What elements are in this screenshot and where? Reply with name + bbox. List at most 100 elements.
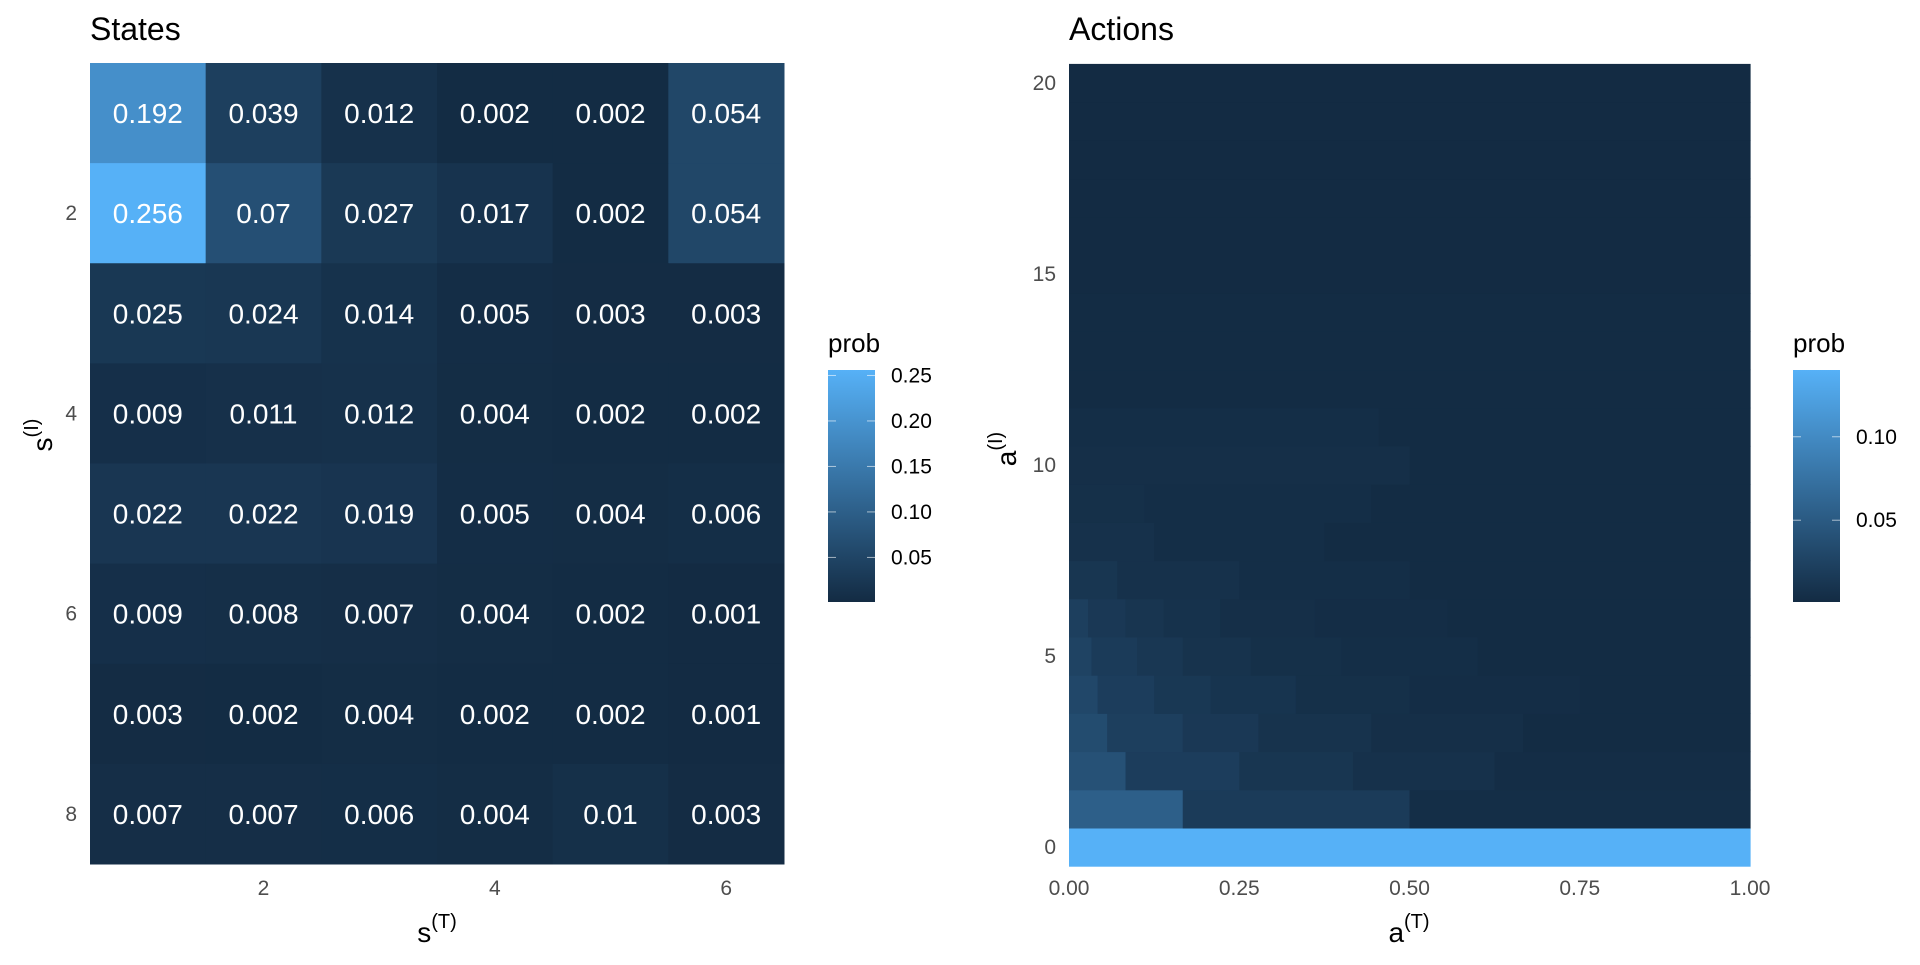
state-cell-label-r1-c2: 0.039: [228, 98, 298, 129]
action-cell-2-1: [1069, 751, 1127, 791]
state-cell-label-r2-c3: 0.027: [344, 198, 414, 229]
state-cell-r8-c1: [90, 763, 207, 865]
states-colorbar: [828, 370, 875, 602]
action-cell-11-1: [1069, 407, 1380, 447]
state-cell-r8-c5: [552, 763, 669, 865]
state-cell-r3-c4: [437, 263, 554, 364]
action-cell-5-2: [1091, 636, 1138, 676]
state-cell-label-r8-c4: 0.004: [460, 799, 530, 830]
action-cell-5-4: [1182, 636, 1252, 676]
states-x-axis-label: s(T): [417, 911, 457, 948]
state-cell-r1-c5: [552, 63, 669, 164]
states-y-tick-8: 8: [65, 803, 77, 826]
state-cell-label-r4-c2: 0.011: [230, 398, 298, 429]
state-cell-r2-c6: [668, 163, 785, 264]
state-cell-label-r3-c3: 0.014: [344, 298, 414, 329]
action-cell-2-3: [1239, 751, 1354, 791]
state-cell-label-r5-c2: 0.022: [228, 499, 298, 530]
state-cell-label-r5-c3: 0.019: [344, 499, 414, 530]
state-cell-r2-c5: [552, 163, 669, 264]
state-cell-r7-c5: [552, 663, 669, 765]
state-cell-label-r3-c4: 0.005: [460, 298, 530, 329]
state-cell-r8-c3: [321, 763, 438, 865]
action-cell-8-2: [1154, 522, 1325, 562]
action-cell-11-2: [1378, 407, 1751, 447]
state-cell-label-r6-c4: 0.004: [460, 599, 530, 630]
state-cell-r6-c3: [321, 563, 438, 665]
action-cell-7-4: [1409, 560, 1751, 600]
action-cell-1-1: [1069, 789, 1184, 829]
states-legend-tick-0.15: 0.15: [891, 455, 932, 478]
action-cell-6-3: [1125, 598, 1165, 638]
state-cell-r6-c6: [668, 563, 785, 665]
state-cell-r2-c2: [205, 163, 322, 264]
states-y-tick-2: 2: [65, 202, 77, 225]
state-cell-r4-c4: [437, 363, 554, 464]
state-cell-label-r7-c4: 0.002: [460, 699, 530, 730]
state-cell-r6-c2: [205, 563, 322, 665]
state-cell-r1-c6: [668, 63, 785, 164]
state-cell-label-r8-c3: 0.006: [344, 799, 414, 830]
action-cell-9-1: [1069, 484, 1146, 523]
actions-y-tick-20: 20: [1033, 72, 1056, 95]
states-x-tick-4: 4: [489, 877, 501, 900]
state-cell-r5-c1: [90, 463, 207, 565]
action-cell-20-1: [1069, 63, 1751, 103]
action-cell-3-6: [1523, 713, 1751, 753]
state-cell-label-r2-c5: 0.002: [575, 198, 645, 229]
state-cell-label-r3-c2: 0.024: [228, 298, 298, 329]
state-cell-r4-c6: [668, 363, 785, 464]
state-cell-r5-c2: [205, 463, 322, 565]
actions-y-axis-label: a(I): [985, 432, 1022, 466]
action-cell-5-6: [1341, 636, 1479, 676]
state-cell-label-r5-c1: 0.022: [113, 499, 183, 530]
states-legend-title: prob: [828, 328, 880, 358]
state-cell-r3-c2: [205, 263, 322, 364]
action-cell-16-1: [1069, 216, 1751, 256]
action-cell-9-3: [1371, 484, 1751, 523]
action-cell-3-5: [1371, 713, 1524, 753]
states-heatmap: 0.192 0.039 0.012 0.002 0.002 0.054 0.256 0.07 0…: [90, 63, 785, 865]
state-cell-label-r8-c5: 0.01: [583, 799, 638, 830]
state-cell-r2-c1: [90, 163, 207, 264]
action-cell-6-1: [1069, 598, 1089, 638]
actions-title: Actions: [1069, 11, 1174, 47]
action-cell-4-2: [1097, 675, 1155, 714]
actions-panel: Actions 0.00 0.25 0.50 0.75 1.00 0 5 10 15 20 a(…: [985, 11, 1897, 948]
state-cell-r8-c4: [437, 763, 554, 865]
action-cell-4-7: [1579, 675, 1751, 714]
action-cell-1-3: [1409, 789, 1751, 829]
actions-x-tick-0.50: 0.50: [1389, 877, 1430, 900]
action-cell-6-5: [1220, 598, 1316, 638]
state-cell-label-r5-c5: 0.004: [575, 499, 645, 530]
actions-x-tick-1.00: 1.00: [1730, 877, 1771, 900]
states-x-tick-6: 6: [720, 877, 732, 900]
state-cell-r7-c3: [321, 663, 438, 765]
state-cell-label-r3-c6: 0.003: [691, 298, 761, 329]
state-cell-label-r4-c4: 0.004: [460, 398, 530, 429]
state-cell-r7-c1: [90, 663, 207, 765]
state-cell-label-r7-c6: 0.001: [691, 699, 761, 730]
action-cell-19-1: [1069, 102, 1751, 141]
action-cell-4-3: [1154, 675, 1212, 714]
state-cell-label-r2-c1: 0.256: [113, 198, 183, 229]
state-cell-r4-c1: [90, 363, 207, 464]
state-cell-r3-c1: [90, 263, 207, 364]
action-cell-7-3: [1239, 560, 1411, 600]
state-cell-r4-c2: [205, 363, 322, 464]
actions-x-axis-label: a(T): [1388, 911, 1429, 948]
state-cell-label-r5-c6: 0.006: [691, 499, 761, 530]
action-cell-3-3: [1182, 713, 1259, 753]
action-cell-10-2: [1409, 445, 1751, 485]
states-y-tick-4: 4: [65, 402, 77, 425]
state-cell-label-r8-c6: 0.003: [691, 799, 761, 830]
states-x-tick-2: 2: [258, 877, 270, 900]
action-cell-4-5: [1295, 675, 1411, 714]
state-cell-label-r6-c6: 0.001: [691, 599, 761, 630]
state-cell-r1-c4: [437, 63, 554, 164]
action-cell-9-2: [1144, 484, 1372, 523]
states-legend-tick-0.10: 0.10: [891, 501, 932, 524]
state-cell-label-r1-c4: 0.002: [460, 98, 530, 129]
